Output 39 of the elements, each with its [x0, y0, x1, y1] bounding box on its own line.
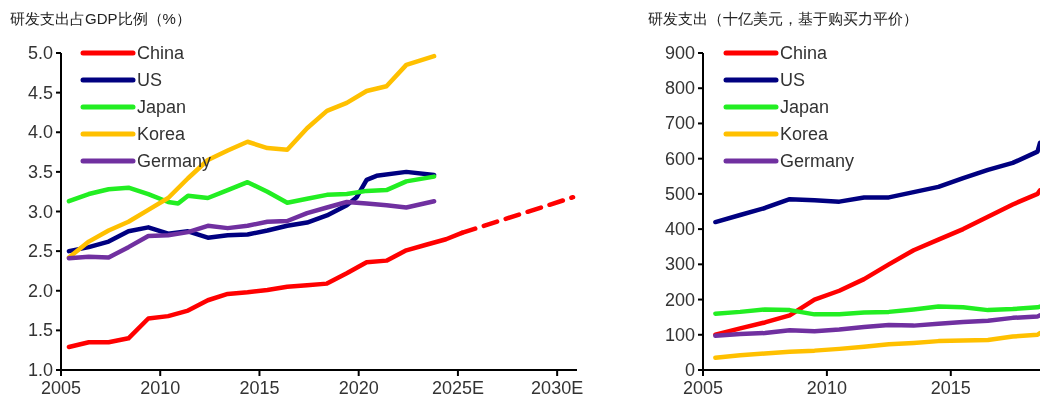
chart-title: 研发支出（十亿美元，基于购买力平价） — [648, 10, 918, 27]
y-tick-label: 900 — [664, 43, 695, 63]
x-tick-label: 2020 — [338, 378, 379, 398]
y-tick-label: 3.5 — [27, 161, 53, 182]
y-tick-label: 4.5 — [27, 82, 53, 103]
y-tick-label: 2.5 — [27, 241, 53, 262]
legend-label: Korea — [780, 124, 830, 144]
x-tick-label: 2010 — [806, 378, 847, 398]
x-tick-label: 2025E — [431, 378, 484, 398]
y-tick-label: 600 — [664, 148, 695, 169]
y-tick-label: 700 — [664, 113, 695, 134]
y-tick-label: 400 — [664, 219, 695, 240]
y-tick-label: 300 — [664, 254, 695, 275]
y-tick-label: 4.0 — [27, 122, 53, 143]
legend-label: Germany — [780, 151, 855, 171]
legend-label: Korea — [137, 124, 187, 144]
legend-label: US — [780, 70, 806, 90]
y-tick-label: 100 — [664, 324, 695, 345]
legend-label: China — [780, 43, 829, 63]
y-tick-label: 3.0 — [27, 201, 53, 222]
y-tick-label: 5.0 — [27, 43, 53, 63]
y-tick-label: 800 — [664, 78, 695, 99]
legend-label: Japan — [780, 97, 830, 117]
y-tick-label: 200 — [664, 289, 695, 310]
legend-label: China — [137, 43, 186, 63]
x-tick-label: 2005 — [682, 378, 724, 398]
y-tick-label: 0 — [684, 360, 695, 380]
x-tick-label: 2010 — [140, 378, 181, 398]
chart-title: 研发支出占GDP比例（%） — [10, 10, 191, 27]
x-tick-label: 2030E — [531, 378, 584, 398]
y-tick-label: 1.5 — [27, 320, 53, 341]
y-tick-label: 500 — [664, 183, 695, 204]
x-tick-label: 2015 — [930, 378, 971, 398]
y-tick-label: 1.0 — [27, 360, 53, 380]
x-tick-label: 2005 — [40, 378, 82, 398]
legend-label: US — [137, 70, 163, 90]
x-tick-label: 2015 — [239, 378, 280, 398]
y-tick-label: 2.0 — [27, 280, 53, 301]
legend-label: Japan — [137, 97, 187, 117]
